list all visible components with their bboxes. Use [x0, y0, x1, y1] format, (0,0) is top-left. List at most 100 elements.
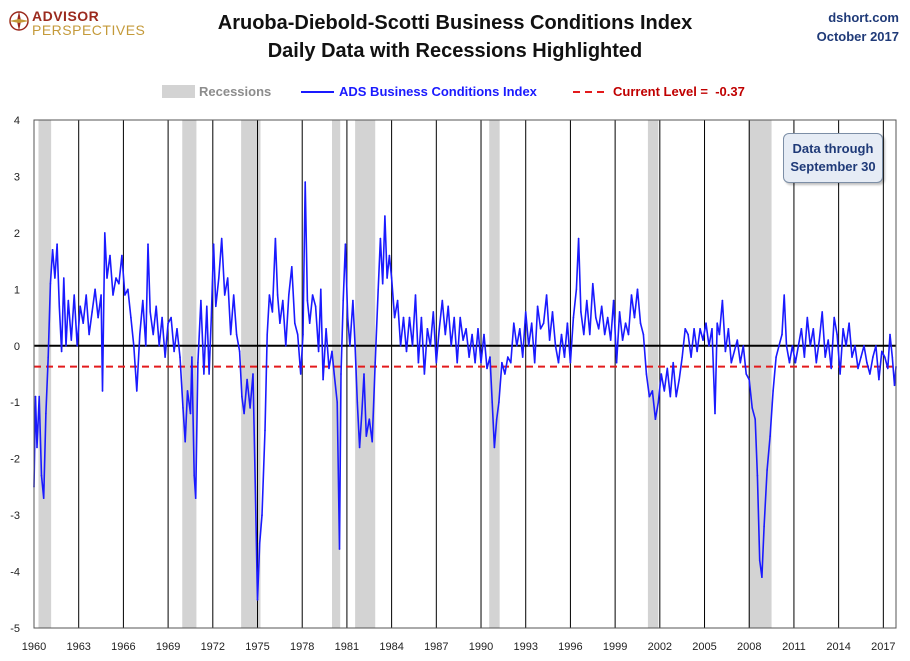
ads-point-46	[152, 333, 154, 336]
x-axis-ticks: 1960 1963 1966 1969 1972 1975 1978 1981 1984 1987…	[22, 641, 896, 653]
ads-point-70	[215, 305, 217, 308]
ads-point-281	[806, 316, 809, 319]
ads-point-228	[654, 418, 657, 421]
ads-point-139	[393, 316, 396, 319]
recession-band-4	[355, 120, 376, 628]
ads-point-11	[56, 243, 58, 245]
ads-point-136	[386, 277, 388, 279]
ads-point-235	[675, 395, 677, 398]
y-tick-label: 2	[14, 228, 20, 240]
x-tick-label: 1990	[469, 641, 493, 653]
ads-point-210	[600, 305, 603, 308]
ads-point-42	[142, 299, 144, 302]
ads-point-262	[754, 418, 756, 421]
ads-point-265	[761, 576, 763, 578]
ads-point-295	[848, 322, 850, 325]
ads-point-245	[705, 322, 707, 325]
ads-point-184	[524, 311, 527, 313]
ads-point-305	[878, 378, 880, 381]
ads-point-102	[302, 333, 304, 336]
ads-point-285	[818, 339, 821, 341]
ads-point-201	[575, 288, 578, 291]
ads-point-180	[513, 322, 515, 325]
ads-point-299	[860, 356, 862, 358]
ads-index-vertices	[33, 181, 897, 601]
ads-point-192	[548, 339, 551, 341]
ads-point-241	[693, 328, 695, 330]
ads-point-255	[733, 350, 736, 353]
ads-point-132	[377, 288, 380, 291]
ads-point-309	[889, 333, 891, 336]
ads-point-1	[34, 395, 37, 398]
ads-point-181	[516, 345, 518, 347]
legend-current-label: Current Level = -0.37	[613, 84, 745, 99]
ads-point-259	[745, 373, 747, 375]
ads-point-58	[186, 390, 189, 392]
ads-point-35	[121, 254, 123, 257]
ads-point-23	[88, 333, 90, 336]
x-tick-label: 2011	[782, 641, 806, 653]
ads-point-298	[857, 367, 859, 370]
ads-point-87	[261, 514, 263, 516]
ads-point-169	[483, 333, 485, 336]
ads-point-126	[361, 412, 363, 415]
ads-point-115	[336, 401, 339, 404]
ads-point-276	[791, 345, 794, 347]
ads-point-47	[155, 305, 157, 308]
x-tick-label: 1996	[558, 641, 582, 653]
ads-point-61	[193, 474, 195, 477]
note-line2: September 30	[790, 159, 876, 174]
y-tick-label: 1	[14, 284, 20, 296]
ads-point-55	[179, 356, 181, 358]
ads-point-59	[189, 412, 192, 415]
ads-point-171	[489, 356, 491, 358]
source-site: dshort.com	[828, 10, 899, 25]
ads-point-154	[438, 328, 441, 330]
ads-point-4	[40, 474, 43, 477]
ads-point-31	[109, 254, 111, 257]
ads-point-116	[338, 548, 341, 550]
ads-point-204	[583, 333, 585, 336]
ads-point-40	[136, 390, 138, 392]
ads-point-57	[184, 440, 186, 443]
ads-point-62	[194, 497, 197, 500]
x-tick-label: 2005	[692, 641, 716, 653]
ads-point-258	[742, 345, 745, 347]
ads-point-22	[85, 294, 87, 296]
ads-point-89	[266, 333, 269, 336]
ads-point-251	[721, 299, 724, 302]
ads-point-44	[147, 243, 149, 245]
data-through-note: Data through September 30	[783, 133, 883, 183]
ads-point-49	[161, 316, 163, 319]
ads-point-215	[615, 361, 618, 364]
ads-point-291	[836, 333, 838, 336]
ads-point-37	[127, 288, 129, 291]
ads-point-311	[893, 384, 896, 387]
ads-point-54	[176, 328, 178, 330]
ads-point-109	[320, 288, 322, 291]
ads-point-101	[299, 373, 302, 375]
ads-point-287	[824, 356, 826, 358]
ads-point-76	[232, 294, 235, 296]
recession-band-0	[38, 120, 52, 628]
ads-point-284	[815, 361, 818, 364]
ads-point-74	[226, 277, 229, 279]
logo-line1: ADVISOR	[32, 8, 100, 24]
ads-point-217	[621, 339, 624, 341]
ads-point-266	[763, 525, 765, 528]
source-block: dshort.com October 2017	[817, 8, 899, 46]
ads-point-166	[474, 361, 476, 364]
ads-point-106	[311, 294, 314, 296]
ads-point-300	[863, 345, 865, 347]
ads-point-301	[866, 361, 868, 364]
ads-point-38	[130, 316, 132, 319]
ads-point-213	[609, 339, 612, 341]
ads-point-81	[246, 378, 248, 381]
y-tick-label: 4	[14, 115, 20, 127]
ads-point-190	[542, 322, 545, 325]
ads-point-240	[690, 356, 692, 358]
ads-point-218	[624, 322, 627, 325]
ads-point-6	[45, 412, 47, 415]
ads-point-19	[76, 345, 78, 347]
